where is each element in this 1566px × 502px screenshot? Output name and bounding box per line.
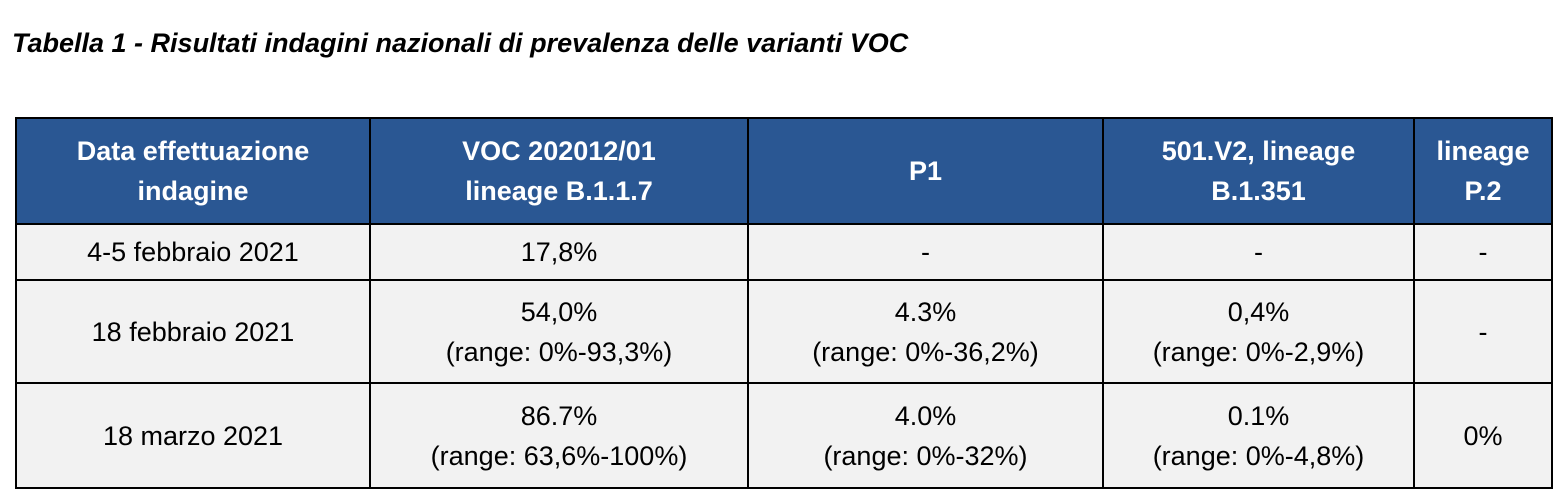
table-row: 18 febbraio 2021 54,0% (range: 0%-93,3%)… xyxy=(15,279,1553,384)
cell-voc: 17,8% xyxy=(369,223,749,281)
table-caption: Tabella 1 - Risultati indagini nazionali… xyxy=(12,28,909,58)
table-row: 4-5 febbraio 2021 17,8% - - - xyxy=(15,223,1553,281)
cell-501v2-value: 0,4% xyxy=(1227,296,1290,327)
cell-p1: 4.3% (range: 0%-36,2%) xyxy=(747,279,1104,384)
cell-voc-range: (range: 63,6%-100%) xyxy=(430,440,688,471)
cell-501v2: 0.1% (range: 0%-4,8%) xyxy=(1102,382,1415,489)
cell-voc-value: 54,0% xyxy=(520,296,598,327)
cell-p2: - xyxy=(1413,279,1553,384)
cell-voc: 54,0% (range: 0%-93,3%) xyxy=(369,279,749,384)
header-voc-line-2: lineage B.1.1.7 xyxy=(465,176,653,206)
table-row: 18 marzo 2021 86.7% (range: 63,6%-100%) … xyxy=(15,382,1553,489)
header-501v2: 501.V2, lineage B.1.351 xyxy=(1102,117,1415,225)
cell-date: 18 febbraio 2021 xyxy=(15,279,371,384)
cell-501v2-range: (range: 0%-2,9%) xyxy=(1152,336,1365,367)
header-p2-line-2: P.2 xyxy=(1464,176,1502,206)
cell-p1-range: (range: 0%-32%) xyxy=(823,440,1028,471)
header-p1: P1 xyxy=(747,117,1104,225)
cell-p1-range: (range: 0%-36,2%) xyxy=(812,336,1039,367)
cell-p1: - xyxy=(747,223,1104,281)
cell-501v2-value: 0.1% xyxy=(1227,400,1290,431)
cell-voc: 86.7% (range: 63,6%-100%) xyxy=(369,382,749,489)
header-p1-line-1: P1 xyxy=(908,156,943,186)
header-501v2-line-2: B.1.351 xyxy=(1211,176,1306,206)
cell-p1-value: - xyxy=(921,237,930,267)
cell-p1: 4.0% (range: 0%-32%) xyxy=(747,382,1104,489)
header-voc-b117: VOC 202012/01 lineage B.1.1.7 xyxy=(369,117,749,225)
cell-voc-value: 17,8% xyxy=(520,237,598,267)
header-p2-line-1: lineage xyxy=(1436,136,1530,166)
cell-501v2: 0,4% (range: 0%-2,9%) xyxy=(1102,279,1415,384)
header-p2: lineage P.2 xyxy=(1413,117,1553,225)
header-row: Data effettuazione indagine VOC 202012/0… xyxy=(15,117,1553,225)
cell-date: 18 marzo 2021 xyxy=(15,382,371,489)
header-date-line-2: indagine xyxy=(137,176,249,206)
header-voc-line-1: VOC 202012/01 xyxy=(462,136,656,166)
prevalence-table: Data effettuazione indagine VOC 202012/0… xyxy=(15,117,1553,489)
cell-p1-value: 4.3% xyxy=(894,296,957,327)
header-date: Data effettuazione indagine xyxy=(15,117,371,225)
cell-501v2: - xyxy=(1102,223,1415,281)
cell-voc-range: (range: 0%-93,3%) xyxy=(445,336,673,367)
cell-501v2-value: - xyxy=(1254,237,1263,267)
cell-p1-value: 4.0% xyxy=(894,400,957,431)
header-date-line-1: Data effettuazione xyxy=(76,136,310,166)
cell-date: 4-5 febbraio 2021 xyxy=(15,223,371,281)
cell-voc-value: 86.7% xyxy=(520,400,598,431)
cell-p2: 0% xyxy=(1413,382,1553,489)
cell-501v2-range: (range: 0%-4,8%) xyxy=(1152,440,1365,471)
cell-p2: - xyxy=(1413,223,1553,281)
header-501v2-line-1: 501.V2, lineage xyxy=(1161,136,1356,166)
